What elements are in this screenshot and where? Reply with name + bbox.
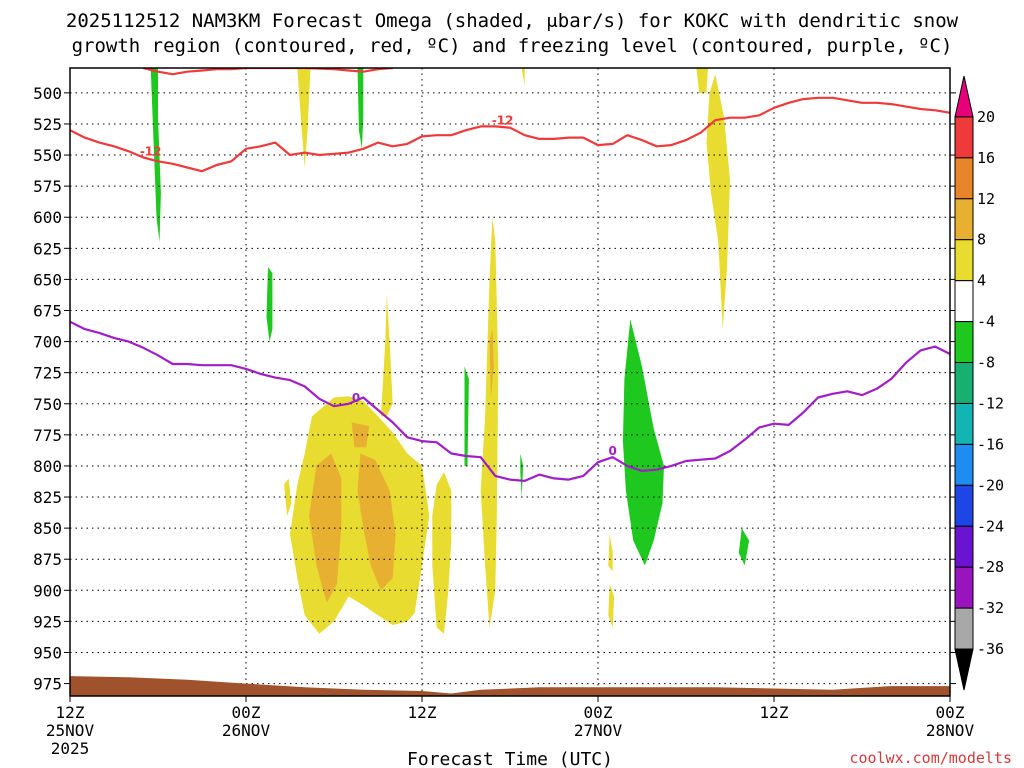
chart-title-line-1: 2025112512 NAM3KM Forecast Omega (shaded… xyxy=(66,10,959,32)
colorbar: 20 16 12 8 4 -4 -8 -12 -16 -20 -24 -28 -32 -36 xyxy=(954,75,1004,691)
colorbar-swatch-14 xyxy=(954,648,974,691)
y-tick-label-750: 750 xyxy=(33,395,62,414)
colorbar-swatch-0 xyxy=(954,75,974,118)
omega-region-15 xyxy=(150,68,161,243)
omega-region-3 xyxy=(380,294,393,417)
colorbar-swatch-4 xyxy=(954,239,974,282)
contour-label-0: -12 xyxy=(140,145,162,159)
colorbar-swatch-2 xyxy=(954,157,974,200)
contour-label-1: -12 xyxy=(492,113,514,127)
x-tick-label-2-0: 12Z xyxy=(408,703,437,722)
y-tick-label-825: 825 xyxy=(33,488,62,507)
y-tick-label-925: 925 xyxy=(33,612,62,631)
x-tick-label-5-0: 00Z xyxy=(936,703,965,722)
terrain-fill xyxy=(70,676,950,696)
colorbar-swatch-3 xyxy=(954,198,974,241)
omega-region-6 xyxy=(706,74,730,330)
omega-region-17 xyxy=(266,267,273,342)
x-tick-label-1-0: 00Z xyxy=(232,703,261,722)
chart-title-line-2: growth region (contoured, red, ºC) and f… xyxy=(72,35,953,57)
omega-region-16 xyxy=(357,68,364,149)
credit-text: coolwx.com/modelts xyxy=(849,749,1012,767)
colorbar-swatch-5 xyxy=(954,280,974,323)
omega-region-21 xyxy=(738,528,750,566)
omega-region-13 xyxy=(351,422,370,448)
y-tick-label-975: 975 xyxy=(33,675,62,694)
x-tick-label-1-1: 26NOV xyxy=(222,721,271,740)
colorbar-swatch-1 xyxy=(954,116,974,159)
colorbar-swatch-10 xyxy=(954,484,974,527)
colorbar-swatch-6 xyxy=(954,321,974,364)
colorbar-label-5: -4 xyxy=(977,313,995,331)
y-tick-label-900: 900 xyxy=(33,581,62,600)
y-tick-label-500: 500 xyxy=(33,84,62,103)
x-tick-label-3-1: 27NOV xyxy=(574,721,623,740)
colorbar-swatch-12 xyxy=(954,566,974,609)
y-tick-label-850: 850 xyxy=(33,519,62,538)
x-tick-label-0-1: 25NOV xyxy=(46,721,95,740)
colorbar-label-8: -16 xyxy=(977,435,1004,453)
omega-region-18 xyxy=(464,366,469,466)
y-tick-label-525: 525 xyxy=(33,115,62,134)
y-tick-label-675: 675 xyxy=(33,301,62,320)
omega-region-4 xyxy=(284,478,292,516)
omega-region-10 xyxy=(521,68,525,87)
colorbar-label-11: -28 xyxy=(977,558,1004,576)
colorbar-label-2: 12 xyxy=(977,190,995,208)
omega-region-9 xyxy=(696,68,708,93)
contour-label-3: 0 xyxy=(608,444,616,458)
y-tick-label-575: 575 xyxy=(33,177,62,196)
colorbar-swatch-11 xyxy=(954,525,974,568)
x-tick-label-0-2: 2025 xyxy=(51,739,90,758)
omega-shading-layer xyxy=(150,68,750,634)
colorbar-label-9: -20 xyxy=(977,476,1004,494)
omega-region-2 xyxy=(480,217,499,628)
colorbar-label-6: -8 xyxy=(977,354,995,372)
colorbar-label-1: 16 xyxy=(977,149,995,167)
colorbar-swatch-9 xyxy=(954,443,974,486)
y-tick-label-600: 600 xyxy=(33,208,62,227)
y-tick-label-950: 950 xyxy=(33,643,62,662)
omega-region-11 xyxy=(309,453,342,603)
y-tick-label-625: 625 xyxy=(33,239,62,258)
x-axis-title: Forecast Time (UTC) xyxy=(407,749,613,768)
y-tick-label-875: 875 xyxy=(33,550,62,569)
x-tick-label-3-0: 00Z xyxy=(584,703,613,722)
colorbar-swatch-7 xyxy=(954,362,974,404)
y-tick-label-775: 775 xyxy=(33,426,62,445)
plot-border xyxy=(69,67,951,697)
colorbar-label-13: -36 xyxy=(977,640,1004,658)
omega-region-8 xyxy=(608,584,615,628)
colorbar-label-12: -32 xyxy=(977,599,1004,617)
y-tick-label-800: 800 xyxy=(33,457,62,476)
colorbar-label-7: -12 xyxy=(977,394,1004,412)
colorbar-label-10: -24 xyxy=(977,517,1004,535)
colorbar-swatch-8 xyxy=(954,402,974,445)
y-axis: 500 525 550 575 600 625 650 675 700 725 750 775 800 8… xyxy=(33,84,956,694)
omega-region-19 xyxy=(520,453,524,497)
y-tick-label-650: 650 xyxy=(33,270,62,289)
colorbar-label-3: 8 xyxy=(977,231,986,249)
y-tick-label-700: 700 xyxy=(33,333,62,352)
omega-region-14 xyxy=(489,329,494,398)
x-tick-label-5-1: 28NOV xyxy=(926,721,975,740)
omega-region-20 xyxy=(622,319,664,566)
contour-line-2 xyxy=(70,320,950,482)
x-tick-label-4-0: 12Z xyxy=(760,703,789,722)
colorbar-label-4: 4 xyxy=(977,272,986,290)
contour-label-2: 0 xyxy=(352,391,360,405)
x-tick-label-0-0: 12Z xyxy=(56,703,85,722)
colorbar-label-0: 20 xyxy=(977,108,995,126)
omega-region-7 xyxy=(608,534,613,572)
contour-line-0 xyxy=(70,96,950,173)
omega-region-1 xyxy=(432,472,452,634)
y-tick-label-550: 550 xyxy=(33,146,62,165)
y-tick-label-725: 725 xyxy=(33,364,62,383)
terrain-layer xyxy=(70,676,950,696)
colorbar-swatch-13 xyxy=(954,607,974,650)
omega-region-12 xyxy=(357,453,396,591)
plot-area xyxy=(70,68,950,696)
